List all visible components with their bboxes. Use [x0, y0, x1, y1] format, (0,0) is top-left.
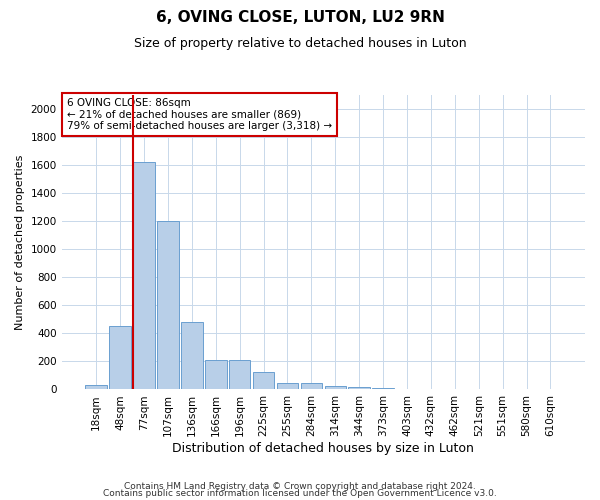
Bar — [181, 322, 203, 390]
Bar — [85, 386, 107, 390]
Text: Contains HM Land Registry data © Crown copyright and database right 2024.: Contains HM Land Registry data © Crown c… — [124, 482, 476, 491]
Text: 6, OVING CLOSE, LUTON, LU2 9RN: 6, OVING CLOSE, LUTON, LU2 9RN — [155, 10, 445, 25]
Text: 6 OVING CLOSE: 86sqm
← 21% of detached houses are smaller (869)
79% of semi-deta: 6 OVING CLOSE: 86sqm ← 21% of detached h… — [67, 98, 332, 131]
Text: Contains public sector information licensed under the Open Government Licence v3: Contains public sector information licen… — [103, 490, 497, 498]
Text: Size of property relative to detached houses in Luton: Size of property relative to detached ho… — [134, 38, 466, 51]
Bar — [253, 372, 274, 390]
Bar — [277, 383, 298, 390]
Bar — [133, 162, 155, 390]
Bar — [205, 360, 227, 390]
Bar — [325, 386, 346, 390]
Bar — [157, 221, 179, 390]
Y-axis label: Number of detached properties: Number of detached properties — [15, 154, 25, 330]
Bar — [229, 360, 250, 390]
X-axis label: Distribution of detached houses by size in Luton: Distribution of detached houses by size … — [172, 442, 474, 455]
Bar — [373, 388, 394, 390]
Bar — [349, 387, 370, 390]
Bar — [109, 326, 131, 390]
Bar — [301, 383, 322, 390]
